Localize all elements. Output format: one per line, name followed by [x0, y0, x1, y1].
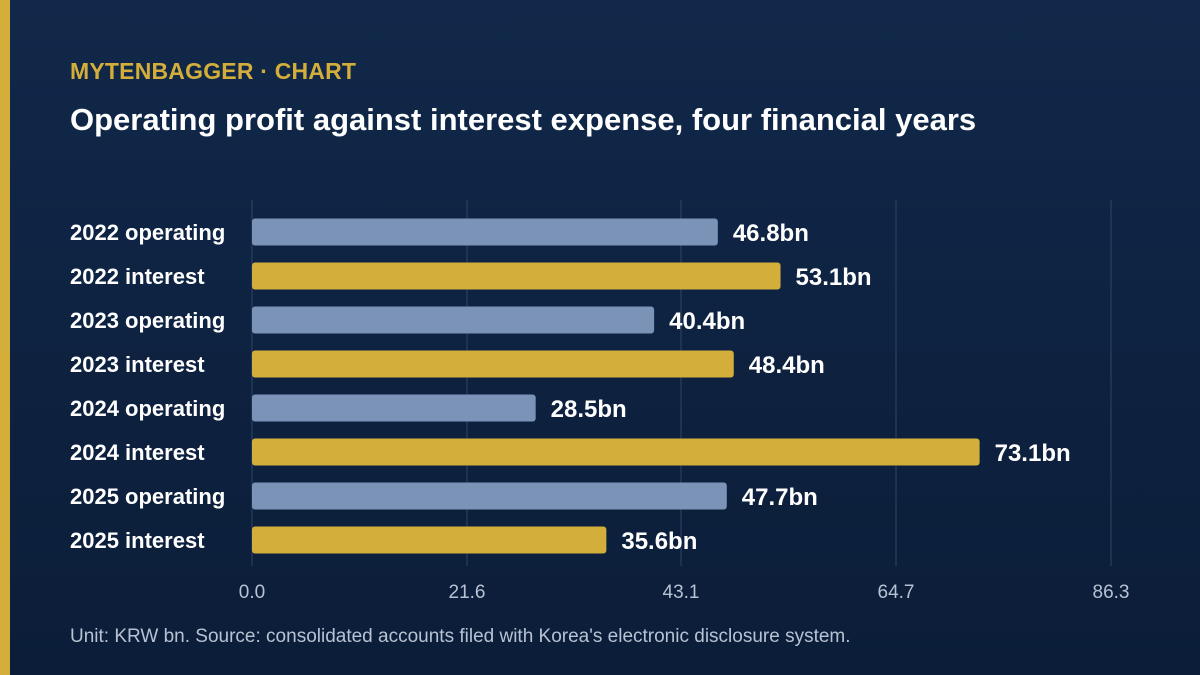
bar-2025-interest [252, 526, 607, 554]
bar-2023-interest [252, 350, 734, 378]
x-tick-label: 43.1 [663, 582, 700, 603]
value-label: 53.1bn [796, 264, 872, 291]
bars [252, 218, 980, 554]
category-label: 2024 interest [70, 440, 205, 465]
chart-kicker: MYTENBAGGER · CHART [70, 58, 357, 84]
category-label: 2022 operating [70, 220, 225, 245]
value-label: 73.1bn [995, 440, 1071, 467]
category-label: 2025 operating [70, 484, 225, 509]
x-tick-label: 21.6 [449, 582, 486, 603]
x-tick-label: 0.0 [239, 582, 265, 603]
bar-2025-operating [252, 482, 727, 510]
bar-2024-operating [252, 394, 536, 422]
category-label: 2022 interest [70, 264, 205, 289]
value-label: 35.6bn [621, 528, 697, 555]
value-label: 48.4bn [749, 352, 825, 379]
category-label: 2023 interest [70, 352, 205, 377]
x-tick-label: 64.7 [878, 582, 915, 603]
accent-bar [0, 0, 10, 675]
bar-2024-interest [252, 438, 980, 466]
bar-2022-interest [252, 262, 781, 290]
bar-2023-operating [252, 306, 655, 334]
value-label: 40.4bn [669, 308, 745, 335]
source-footnote: Unit: KRW bn. Source: consolidated accou… [70, 626, 851, 647]
value-label: 28.5bn [551, 396, 627, 423]
x-tick-label: 86.3 [1093, 582, 1130, 603]
category-label: 2025 interest [70, 528, 205, 553]
bar-2022-operating [252, 218, 718, 246]
category-label: 2023 operating [70, 308, 225, 333]
gridlines [251, 200, 1112, 566]
value-label: 47.7bn [742, 484, 818, 511]
value-label: 46.8bn [733, 220, 809, 247]
labels: 0.0 21.6 43.1 64.7 86.3 2022 operating 46.8bn 2… [70, 220, 1129, 603]
category-label: 2024 operating [70, 396, 225, 421]
chart-title: Operating profit against interest expens… [70, 102, 977, 137]
